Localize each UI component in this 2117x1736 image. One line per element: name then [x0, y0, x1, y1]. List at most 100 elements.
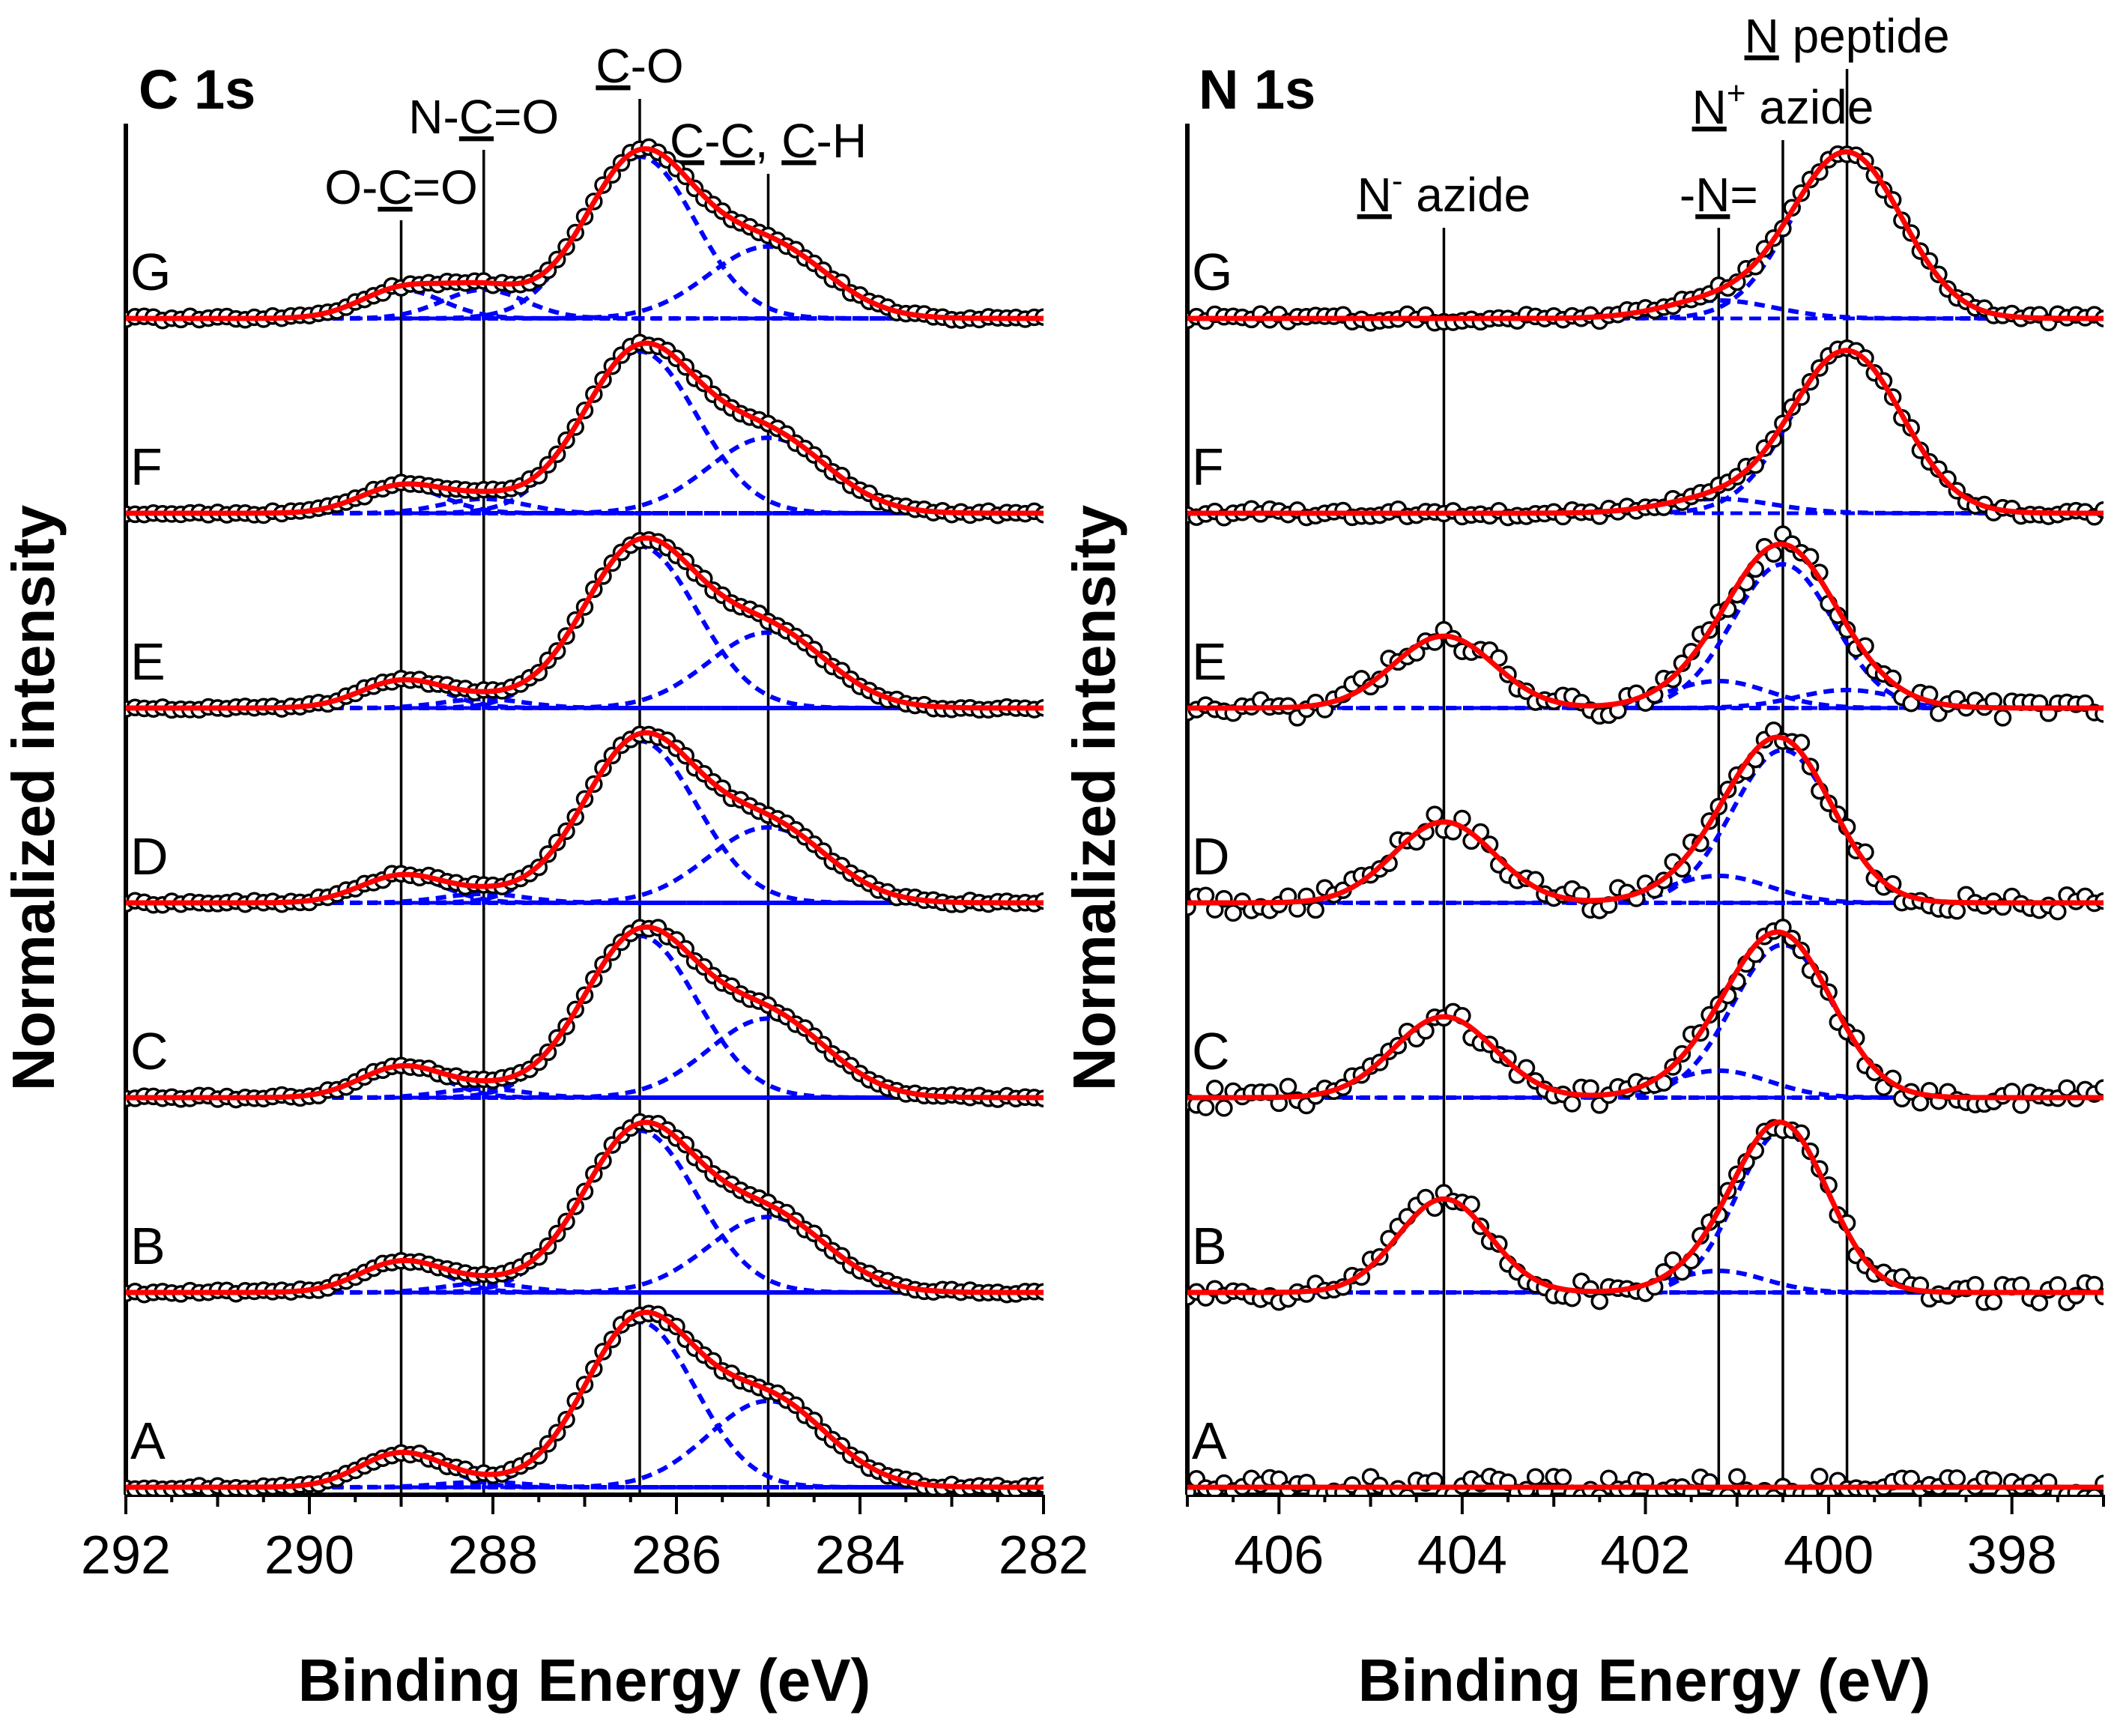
fit-envelope	[1187, 149, 2104, 321]
data-point	[1993, 709, 2012, 727]
fit-component	[126, 1065, 1044, 1100]
x-tick-label: 398	[1967, 1525, 2057, 1585]
spectrum-B	[1187, 1119, 2104, 1312]
peak-marker-label: -N=	[1680, 168, 1758, 222]
data-point	[1948, 902, 1966, 920]
peak-marker-label: C-O	[596, 39, 683, 93]
spectrum-E	[126, 530, 1044, 719]
peak-marker-label: C-C, C-H	[670, 114, 867, 168]
peak-marker-label: N+ azide	[1692, 75, 1874, 134]
spectrum-G	[126, 138, 1044, 330]
fit-component	[126, 1319, 1044, 1489]
fit-component	[1187, 747, 2104, 905]
data-point	[2049, 902, 2067, 921]
data-point	[2095, 1079, 2104, 1097]
data-point	[1306, 901, 1324, 919]
spectrum-A	[1187, 1467, 2104, 1495]
data-point	[2030, 1293, 2049, 1312]
x-tick-label: 292	[81, 1525, 171, 1585]
x-tick-label: 400	[1784, 1525, 1874, 1585]
fit-component	[126, 1128, 1044, 1295]
c1s-panel: 292 290 288 286 284 282 O-C=O N-C=O C-O C-C, C-H A…	[81, 39, 1088, 1585]
trace-label: C	[1192, 1022, 1230, 1080]
trace-label: D	[130, 827, 169, 886]
fit-component	[126, 1259, 1044, 1295]
data-point	[1563, 1095, 1581, 1113]
trace-label: F	[1192, 438, 1224, 496]
trace-label: B	[1192, 1217, 1227, 1275]
fit-envelope	[126, 1119, 1044, 1295]
fit-component	[126, 544, 1044, 710]
x-axis-title-c1s: Binding Energy (eV)	[298, 1647, 871, 1714]
spectrum-C	[126, 919, 1044, 1109]
spectrum-F	[126, 333, 1044, 524]
fit-component	[126, 154, 1044, 321]
fit-component	[126, 678, 1044, 710]
fit-component	[126, 287, 1044, 321]
trace-label: A	[130, 1412, 166, 1470]
data-point	[1728, 1468, 1746, 1486]
fit-envelope	[1187, 541, 2104, 711]
y-axis-label-left: Normalized intensity	[0, 504, 67, 1091]
fit-envelope	[126, 1310, 1044, 1490]
x-tick-label: 290	[264, 1525, 354, 1585]
x-tick-label: 284	[815, 1525, 905, 1585]
fit-component	[1187, 1197, 2104, 1295]
spectrum-F	[1187, 339, 2104, 527]
spectrum-E	[1187, 525, 2104, 727]
fit-component	[1187, 298, 2104, 321]
peak-marker-label: N- azide	[1357, 163, 1531, 222]
peak-marker-label: O-C=O	[324, 160, 477, 214]
fit-envelope	[126, 924, 1044, 1101]
fit-envelope	[1187, 734, 2104, 906]
fit-component	[126, 483, 1044, 515]
peak-marker-label: N-C=O	[408, 90, 559, 144]
trace-label: D	[1192, 827, 1230, 886]
peak-marker-label: N peptide	[1745, 9, 1950, 63]
fit-component	[126, 934, 1044, 1100]
panel-title-n1s: N 1s	[1199, 58, 1315, 121]
trace-label: E	[1192, 632, 1227, 691]
trace-label: C	[130, 1022, 169, 1080]
fit-envelope	[126, 535, 1044, 711]
data-point	[1526, 1468, 1545, 1486]
x-tick-label: 402	[1600, 1525, 1690, 1585]
trace-label: F	[130, 438, 163, 496]
trace-label: A	[1192, 1412, 1227, 1470]
data-point	[1984, 1292, 2002, 1311]
spectrum-C	[1187, 919, 2104, 1117]
fit-envelope	[126, 146, 1044, 321]
n1s-panel: 406 404 402 400 398 N- azide -N= N+ azide N pept…	[1185, 9, 2105, 1585]
data-point	[1590, 1292, 1609, 1310]
x-axis-title-n1s: Binding Energy (eV)	[1358, 1647, 1931, 1714]
data-point	[1279, 1077, 1297, 1095]
fit-component	[1187, 348, 2104, 515]
fit-envelope	[126, 340, 1044, 516]
fit-envelope	[1187, 348, 2104, 516]
fit-component	[126, 739, 1044, 905]
x-tick-label: 286	[632, 1525, 721, 1585]
x-tick-label: 404	[1417, 1525, 1507, 1585]
trace-label: E	[130, 632, 166, 691]
y-axis-label-right: Normalized intensity	[1061, 504, 1127, 1091]
data-point	[1205, 1080, 1224, 1098]
x-tick-label: 282	[999, 1525, 1088, 1585]
trace-label: B	[130, 1217, 166, 1275]
fit-component	[126, 873, 1044, 905]
fit-component	[1187, 1128, 2104, 1295]
trace-label: G	[130, 243, 171, 301]
spectrum-A	[126, 1304, 1044, 1495]
trace-label: G	[1192, 243, 1232, 301]
fit-envelope	[1187, 929, 2104, 1101]
spectrum-B	[126, 1113, 1044, 1304]
data-point	[1196, 1098, 1215, 1116]
x-tick-label: 406	[1234, 1525, 1324, 1585]
fit-envelope	[1187, 1119, 2104, 1295]
data-point	[1811, 1467, 1829, 1486]
fit-component	[1187, 942, 2104, 1100]
data-point	[1554, 1469, 1572, 1487]
fit-component	[126, 349, 1044, 515]
spectrum-D	[1187, 722, 2104, 922]
